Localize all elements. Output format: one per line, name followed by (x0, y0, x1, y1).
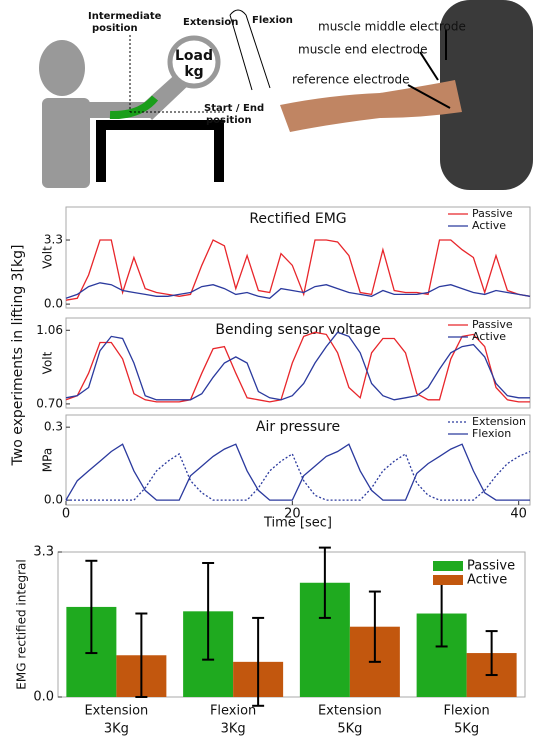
y-tick-label: 1.06 (36, 323, 63, 337)
label: position (92, 23, 138, 34)
series-line (66, 283, 530, 299)
series-line (66, 444, 530, 500)
y-tick-label: 0.3 (44, 420, 63, 434)
y-tick-label: 0.70 (36, 396, 63, 410)
y-axis-label: Volt (41, 246, 55, 269)
x-tick-label: 5Kg (337, 722, 362, 737)
x-tick-label: 40 (510, 507, 527, 522)
series-line (66, 332, 530, 400)
x-tick-label: 5Kg (454, 722, 479, 737)
y-tick-label: 0.0 (33, 690, 54, 705)
x-axis-label: Time [sec] (263, 516, 332, 531)
label: kg (184, 64, 203, 80)
shared-y-label: Two experiments in lifting 3[kg] (10, 245, 26, 467)
x-tick-label: 3Kg (104, 722, 129, 737)
label: Start / End (204, 103, 264, 114)
legend-swatch (433, 575, 463, 585)
legend-label: Active (467, 573, 507, 588)
x-tick-label: Flexion (210, 704, 256, 719)
y-axis-label: EMG rectified integral (15, 559, 29, 689)
label: Extension (183, 17, 238, 28)
y-tick-label: 0.0 (44, 297, 63, 311)
x-tick-label: 0 (62, 507, 70, 522)
label: muscle end electrode (298, 43, 428, 57)
figure: Intermediate position Extension Flexion … (0, 0, 533, 738)
y-tick-label: 3.3 (44, 233, 63, 247)
arm-photo (280, 80, 462, 132)
torso (42, 98, 90, 188)
y-axis-label: MPa (41, 448, 55, 472)
x-tick-label: Extension (318, 704, 382, 719)
label: position (206, 115, 252, 126)
label: muscle middle electrode (318, 20, 466, 34)
table-leg (96, 120, 106, 182)
head (39, 40, 85, 96)
panel-title: Bending sensor voltage (215, 322, 380, 338)
table-top (96, 120, 224, 130)
y-axis-label: Volt (41, 351, 55, 374)
page: Intermediate position Extension Flexion … (0, 0, 533, 738)
label: Load (175, 48, 213, 64)
legend-label: Flexion (472, 427, 511, 440)
legend-label: Passive (467, 559, 515, 574)
label: Intermediate (88, 11, 162, 22)
panel-title: Air pressure (256, 419, 340, 435)
y-tick-label: 3.3 (33, 545, 54, 560)
table-leg (214, 120, 224, 182)
legend-label: Active (472, 330, 506, 343)
label: reference electrode (292, 73, 410, 87)
illustration: Intermediate position Extension Flexion … (39, 0, 533, 190)
x-tick-label: 3Kg (221, 722, 246, 737)
y-tick-label: 0.0 (44, 493, 63, 507)
label: Flexion (252, 15, 293, 26)
x-tick-label: Flexion (443, 704, 489, 719)
series-line (66, 452, 530, 501)
panel-title: Rectified EMG (249, 211, 346, 227)
legend-label: Active (472, 219, 506, 232)
x-tick-label: Extension (84, 704, 148, 719)
legend-swatch (433, 561, 463, 571)
